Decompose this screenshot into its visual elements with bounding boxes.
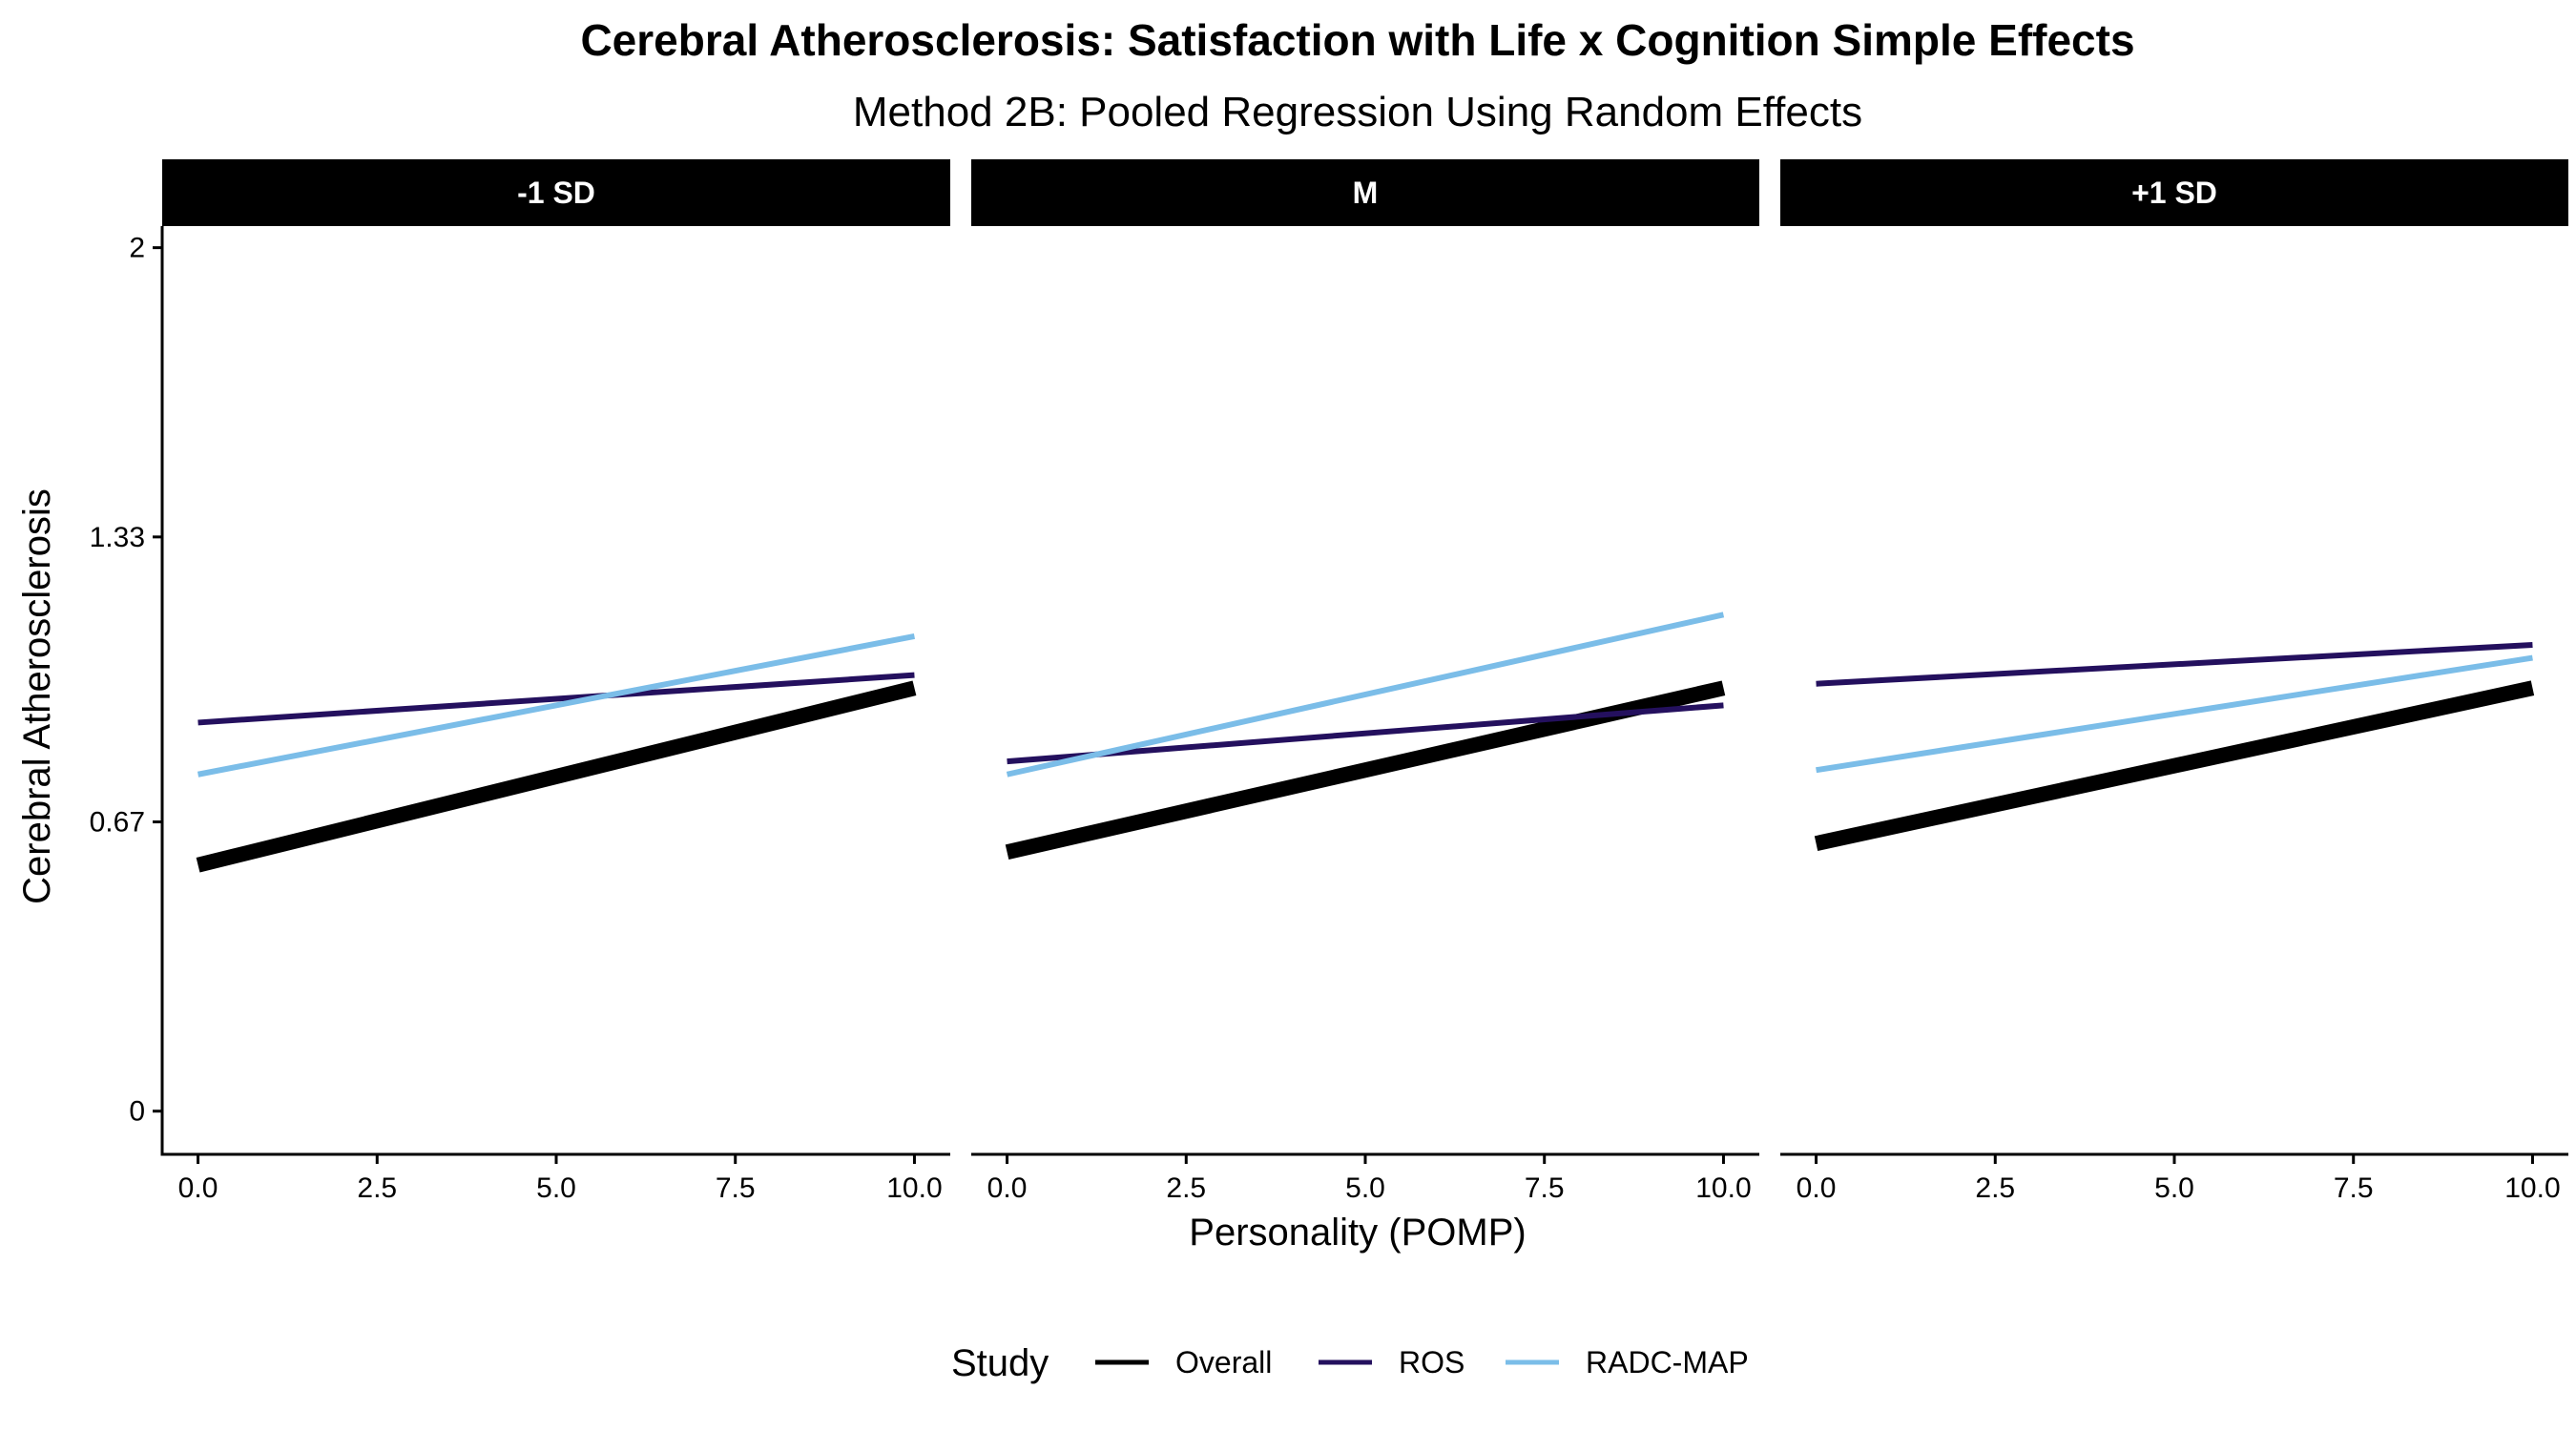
facet-strip-label: -1 SD xyxy=(517,176,595,210)
y-tick-label: 2 xyxy=(129,233,145,264)
x-tick-label: 5.0 xyxy=(1345,1172,1385,1204)
facet-strip xyxy=(162,159,950,226)
series-line-overall xyxy=(196,680,917,873)
series-line-ros xyxy=(1816,641,2533,687)
facet-panel: -1 SD 0.0 2.5 5.0 7.5 10.0 xyxy=(162,159,950,1204)
series-line-overall xyxy=(1814,680,2535,851)
chart-title: Cerebral Atherosclerosis: Satisfaction w… xyxy=(580,15,2134,65)
y-axis-label: Cerebral Atherosclerosis xyxy=(16,488,58,904)
facet-panels: -1 SD0.0 2.5 5.0 7.5 10.0M0.0 2.5 5.0 7.5 10.0+1… xyxy=(162,159,2568,1204)
y-tick-label: 1.33 xyxy=(90,522,145,553)
y-axis: 0 0.67 1.33 2 xyxy=(90,226,164,1156)
legend-label: ROS xyxy=(1399,1345,1465,1379)
chart-subtitle: Method 2B: Pooled Regression Using Rando… xyxy=(853,89,1862,135)
x-tick-label: 5.0 xyxy=(536,1172,576,1204)
legend-label: Overall xyxy=(1175,1345,1272,1379)
facet-strip xyxy=(971,159,1759,226)
facet-strip-label: +1 SD xyxy=(2131,176,2217,210)
x-tick-label: 0.0 xyxy=(987,1172,1028,1204)
legend: Study Overall ROS RADC-MAP xyxy=(951,1342,1749,1384)
x-tick-label: 7.5 xyxy=(716,1172,756,1204)
x-tick-label: 10.0 xyxy=(886,1172,942,1204)
series-line-radc-map xyxy=(1816,654,2533,774)
facet-strip-label: M xyxy=(1353,176,1379,210)
legend-label: RADC-MAP xyxy=(1586,1345,1749,1379)
x-tick-label: 0.0 xyxy=(178,1172,218,1204)
x-tick-label: 7.5 xyxy=(1525,1172,1565,1204)
x-axis-label: Personality (POMP) xyxy=(1189,1212,1526,1254)
series-line-ros xyxy=(197,672,915,726)
facet-panel: M 0.0 2.5 5.0 7.5 10.0 xyxy=(971,159,1759,1204)
x-tick-label: 0.0 xyxy=(1797,1172,1837,1204)
legend-title: Study xyxy=(951,1342,1049,1384)
facet-panel: +1 SD 0.0 2.5 5.0 7.5 10.0 xyxy=(1780,159,2568,1204)
x-tick-label: 10.0 xyxy=(1695,1172,1751,1204)
x-tick-label: 2.5 xyxy=(1166,1172,1206,1204)
x-tick-label: 10.0 xyxy=(2504,1172,2560,1204)
series-line-ros xyxy=(1007,702,1724,765)
y-tick-label: 0.67 xyxy=(90,807,145,839)
x-tick-label: 2.5 xyxy=(1975,1172,2015,1204)
x-tick-label: 5.0 xyxy=(2154,1172,2194,1204)
y-tick-label: 0 xyxy=(129,1096,145,1128)
series-line-radc-map xyxy=(1006,612,1725,778)
series-line-radc-map xyxy=(197,633,916,778)
facet-strip xyxy=(1780,159,2568,226)
x-tick-label: 7.5 xyxy=(2334,1172,2374,1204)
x-tick-label: 2.5 xyxy=(357,1172,397,1204)
